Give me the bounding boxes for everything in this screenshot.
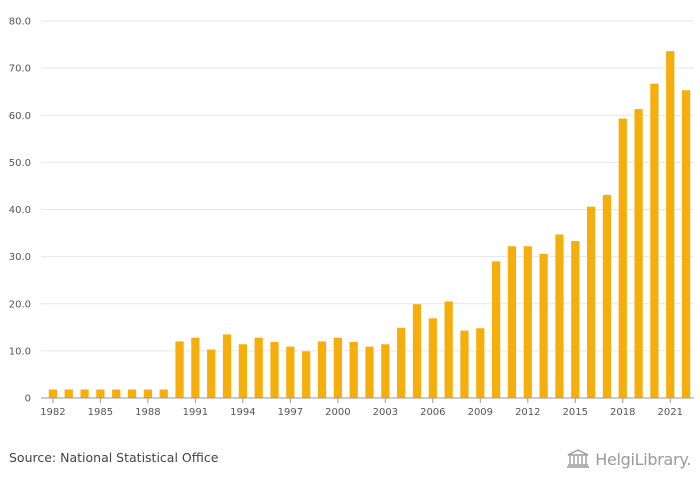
bar [381,344,390,398]
bar [428,318,437,398]
bar [64,389,73,398]
y-tick-label: 0 [25,394,31,405]
bar [96,389,105,398]
bar [460,330,469,398]
bar [412,304,422,398]
bar [555,234,564,398]
bar [80,389,89,398]
bar [317,341,327,398]
bar [681,90,691,399]
y-tick-label: 50.0 [9,158,31,169]
bar [634,109,643,398]
y-tick-label: 70.0 [9,64,31,75]
bar [127,389,137,398]
x-axis-ticks: 1982 1985 1988 1991 1994 1997 2000 2003 2006 2009… [40,398,683,418]
bar [476,328,485,398]
x-tick-label: 1982 [40,407,65,418]
x-tick-label: 2015 [563,407,588,418]
bar [539,253,548,398]
x-tick-label: 1994 [230,407,255,418]
bar [159,389,168,398]
y-axis-ticks: 0 10.0 20.0 30.0 40.0 50.0 60.0 70.0 80.0 [9,17,31,405]
bar [586,206,596,398]
bar [397,327,406,398]
grid-lines [41,20,694,352]
bar [143,389,153,398]
x-tick-label: 1991 [183,407,208,418]
x-tick-label: 2000 [325,407,350,418]
bar [444,301,453,398]
helgi-library-logo[interactable]: HelgiLibrary. [565,447,691,471]
bar [650,83,659,399]
y-tick-label: 10.0 [9,346,31,357]
x-tick-label: 2006 [420,407,445,418]
logo-text: HelgiLibrary. [595,449,691,469]
bar [286,346,295,398]
bar [349,341,358,398]
bar [270,341,279,398]
bar [507,246,517,398]
y-tick-label: 30.0 [9,252,31,263]
bar [254,337,263,398]
x-tick-label: 2021 [658,407,683,418]
bar [602,194,612,398]
bar [222,334,232,398]
y-tick-label: 80.0 [9,17,31,28]
x-tick-label: 1997 [278,407,303,418]
bar [523,246,532,398]
x-tick-label: 2003 [373,407,398,418]
x-tick-label: 1988 [135,407,160,418]
bar [365,346,374,398]
bar [238,344,247,398]
y-tick-label: 40.0 [9,205,31,216]
bar [618,118,627,398]
bar [112,389,121,398]
bar [492,261,501,398]
bar [48,389,58,398]
y-tick-label: 60.0 [9,111,31,122]
bar [571,241,580,398]
bar [207,349,216,398]
bars [48,51,691,399]
x-tick-label: 1985 [88,407,113,418]
bar [191,337,200,398]
bar [666,51,675,398]
bar-chart: 010.020.030.040.050.060.070.080.0 1982 19… [9,17,694,418]
bar [333,337,342,398]
bar [175,341,184,398]
x-tick-label: 2009 [468,407,493,418]
x-tick-label: 2012 [515,407,540,418]
library-building-icon [567,449,590,468]
x-tick-label: 2018 [610,407,635,418]
y-tick-label: 20.0 [9,299,31,310]
source-note: Source: National Statistical Office [9,450,219,465]
bar [302,351,311,398]
